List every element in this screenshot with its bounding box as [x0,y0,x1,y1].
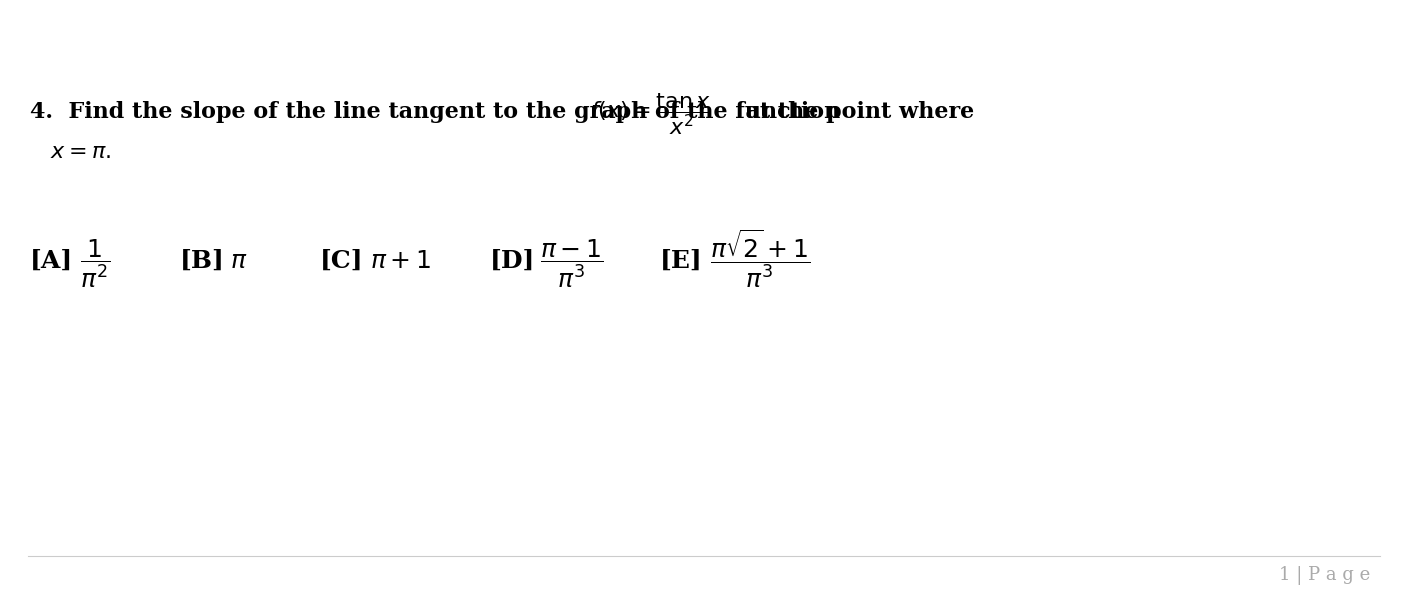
Text: 1 | P a g e: 1 | P a g e [1278,566,1370,585]
Text: [B]: [B] [180,249,225,273]
Text: $f(x) = \dfrac{\tan x}{x^2}$: $f(x) = \dfrac{\tan x}{x^2}$ [590,91,711,137]
Text: $x = \pi.$: $x = \pi.$ [51,141,111,163]
Text: 4.  Find the slope of the line tangent to the graph of the function: 4. Find the slope of the line tangent to… [30,101,856,123]
Text: $\dfrac{1}{\pi^2}$: $\dfrac{1}{\pi^2}$ [80,237,110,289]
Text: [E]: [E] [660,249,703,273]
Text: [D]: [D] [490,249,535,273]
Text: $\pi$: $\pi$ [230,249,248,273]
Text: at the point where: at the point where [729,101,974,123]
Text: [C]: [C] [320,249,363,273]
Text: $\dfrac{\pi-1}{\pi^3}$: $\dfrac{\pi-1}{\pi^3}$ [541,237,604,289]
Text: [A]: [A] [30,249,73,273]
Text: $\pi + 1$: $\pi + 1$ [370,249,431,273]
Text: $\dfrac{\pi\sqrt{2}+1}{\pi^3}$: $\dfrac{\pi\sqrt{2}+1}{\pi^3}$ [710,227,811,289]
